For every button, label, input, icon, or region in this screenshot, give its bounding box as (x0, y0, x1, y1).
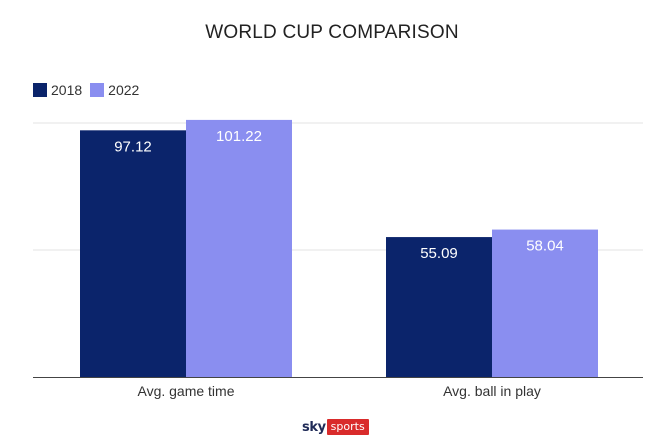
legend-item-2022: 2022 (90, 82, 139, 98)
legend-label-2022: 2022 (108, 82, 140, 98)
logo-sports-text: sports (326, 419, 369, 435)
data-label-2018-1: 97.12 (114, 138, 152, 155)
chart-legend: 2018 2022 (33, 82, 147, 98)
legend-item-2018: 2018 (33, 82, 82, 98)
legend-swatch-2022 (90, 83, 105, 97)
legend-label-2018: 2018 (51, 82, 83, 98)
x-tick-label-2: Avg. ball in play (443, 383, 541, 399)
chart-title: WORLD CUP COMPARISON (205, 22, 459, 43)
x-tick-label-1: Avg. game time (137, 383, 234, 399)
data-label-2018-2: 55.09 (420, 245, 458, 262)
data-label-2022-2: 58.04 (526, 238, 564, 255)
bar-2022-2 (492, 229, 598, 377)
bar-2022-1 (186, 119, 292, 378)
sky-sports-logo: sky sports (302, 419, 369, 435)
logo-sky-text: sky (302, 419, 326, 435)
bar-2018-2 (386, 237, 492, 377)
data-label-2022-1: 101.22 (216, 128, 262, 145)
legend-swatch-2018 (33, 83, 47, 97)
bar-2018-1 (80, 130, 186, 377)
